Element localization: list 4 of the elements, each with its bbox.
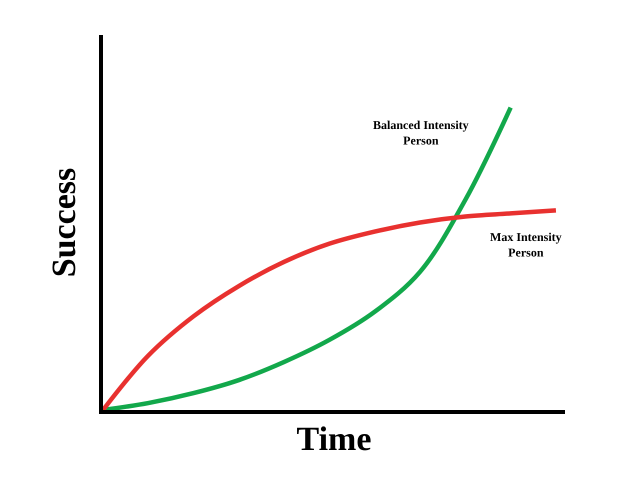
y-axis-title: Success: [46, 168, 84, 278]
series-label: Max Intensity Person: [490, 230, 562, 260]
x-axis-title: Time: [296, 420, 372, 458]
series-label: Balanced Intensity Person: [373, 118, 469, 148]
